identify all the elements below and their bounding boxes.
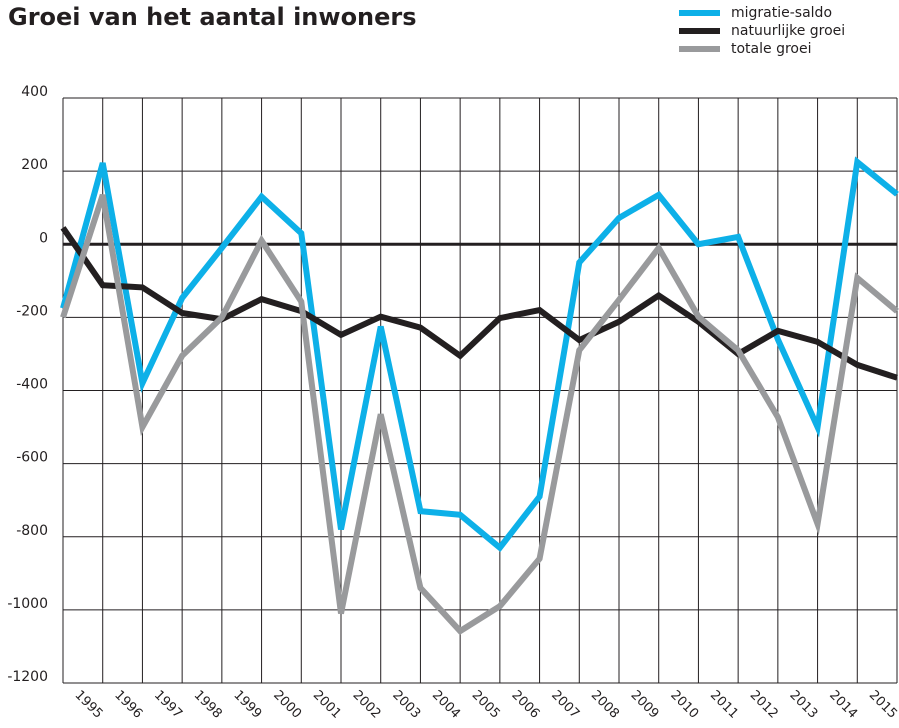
y-tick-label: -800 [16,523,48,539]
series-line [60,193,899,635]
y-tick-label: 200 [21,157,48,173]
x-tick-label: 1998 [191,688,225,722]
x-tick-label: 2012 [747,688,781,722]
y-tick-label: -1000 [7,596,48,612]
x-tick-label: 2000 [270,688,304,722]
x-tick-label: 2001 [310,688,344,722]
x-tick-label: 2006 [508,688,542,722]
x-tick-label: 2003 [389,688,423,722]
x-tick-label: 1997 [151,688,185,722]
x-tick-label: 1996 [111,688,145,722]
y-tick-label: -1200 [7,669,48,685]
series-line [60,226,898,381]
x-tick-label: 2010 [667,688,701,722]
series-line [60,156,899,553]
x-tick-label: 1999 [230,688,264,722]
x-tick-label: 1995 [72,688,106,722]
x-tick-label: 2008 [588,688,622,722]
x-tick-label: 2015 [866,688,899,722]
x-tick-label: 2004 [429,688,463,722]
y-tick-label: 0 [39,230,48,246]
x-tick-label: 2011 [707,688,741,722]
x-tick-label: 2013 [786,688,820,722]
y-tick-label: 400 [21,84,48,100]
x-tick-label: 2007 [548,688,582,722]
x-tick-label: 2009 [628,688,662,722]
y-tick-label: -200 [16,303,48,319]
chart-title: Groei van het aantal inwoners [8,3,417,31]
x-tick-label: 2014 [826,688,860,722]
y-tick-label: -400 [16,377,48,393]
legend-label: totale groei [731,41,811,57]
legend-label: migratie-saldo [731,5,832,21]
x-tick-label: 2005 [469,688,503,722]
y-tick-label: -600 [16,450,48,466]
x-tick-label: 2002 [350,688,384,722]
legend-label: natuurlijke groei [731,23,845,39]
